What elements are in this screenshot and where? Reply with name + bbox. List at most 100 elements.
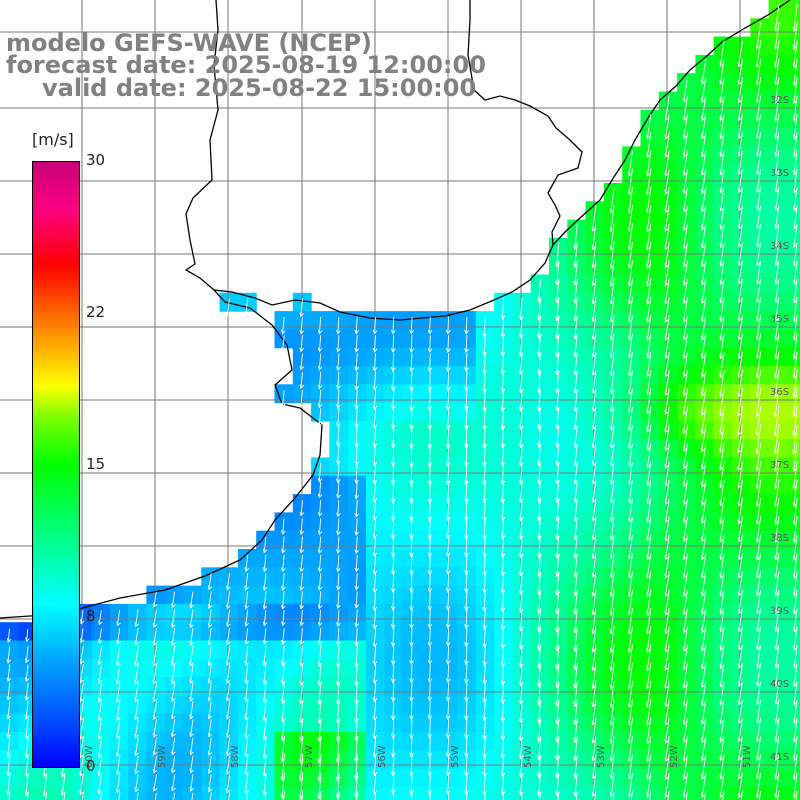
wind-arrow <box>390 462 396 486</box>
wind-arrow <box>777 790 780 800</box>
wind-arrow <box>482 718 487 740</box>
wind-arrow <box>482 572 487 594</box>
wind-arrow <box>262 682 268 703</box>
wind-arrow <box>664 95 670 122</box>
wind-arrow <box>154 792 157 800</box>
wind-arrow <box>719 369 725 398</box>
wind-arrow <box>116 700 121 721</box>
wind-arrow <box>6 682 12 701</box>
wind-arrow <box>701 187 707 213</box>
wind-arrow <box>774 571 780 597</box>
wind-speed-cell <box>786 219 800 239</box>
wind-arrow <box>464 572 469 594</box>
wind-arrow <box>24 718 30 739</box>
wind-arrow <box>792 278 798 304</box>
wind-arrow <box>372 737 378 758</box>
wind-arrow <box>97 737 103 758</box>
wind-arrow <box>664 681 670 708</box>
wind-arrow <box>646 425 652 451</box>
wind-arrow <box>755 424 762 454</box>
wind-arrow <box>682 370 688 397</box>
wind-arrow <box>336 591 341 610</box>
wind-arrow <box>792 571 798 597</box>
wind-arrow <box>610 516 615 541</box>
wind-arrow <box>116 664 121 685</box>
wind-arrow <box>792 113 798 140</box>
wind-arrow <box>427 389 433 411</box>
wind-arrow <box>281 572 286 592</box>
wind-arrow <box>594 791 597 800</box>
wind-arrow <box>464 389 469 411</box>
wind-arrow <box>774 387 780 418</box>
wind-arrow <box>482 645 488 667</box>
wind-arrow <box>628 480 633 504</box>
latitude-label: 33S <box>770 168 789 179</box>
wind-arrow <box>226 682 231 702</box>
wind-arrow <box>737 754 743 780</box>
wind-arrow <box>719 260 725 285</box>
wind-arrow <box>719 77 725 104</box>
wind-arrow <box>793 663 798 688</box>
wind-speed-cell <box>750 786 770 800</box>
wind-arrow <box>793 242 798 267</box>
wind-arrow <box>97 718 103 740</box>
wind-arrow <box>682 772 688 799</box>
wind-arrow <box>737 442 743 472</box>
wind-arrow <box>646 681 652 708</box>
wind-arrow <box>134 700 139 721</box>
wind-speed-cell <box>786 183 800 202</box>
wind-arrow <box>792 297 798 323</box>
wind-arrow <box>482 553 487 576</box>
wind-arrow <box>372 444 378 467</box>
axis-labels: 32S 33S 34S 35S 36S 37S 38S 39S 40S 41S 60W 59W 58W 5… <box>84 95 789 768</box>
wind-arrow <box>374 791 376 800</box>
wind-arrow <box>609 736 615 762</box>
wind-arrow <box>409 498 414 522</box>
wind-arrow <box>299 609 305 627</box>
wind-arrow <box>207 682 213 702</box>
wind-arrow <box>447 791 450 800</box>
wind-arrow <box>628 388 633 414</box>
wind-arrow <box>464 718 469 740</box>
model-title: modelo GEFS-WAVE (NCEP) <box>6 29 372 57</box>
wind-arrow <box>609 260 615 287</box>
wind-arrow <box>610 425 615 449</box>
wind-arrow <box>646 644 652 672</box>
wind-arrow <box>737 590 743 615</box>
wind-arrow <box>354 335 360 353</box>
wind-arrow <box>427 737 433 758</box>
wind-arrow <box>409 425 414 449</box>
wind-arrow <box>226 719 231 739</box>
wind-arrow <box>445 572 451 593</box>
wind-arrow <box>719 736 725 762</box>
wind-arrow <box>737 405 744 436</box>
wind-arrow <box>116 718 121 740</box>
wind-arrow <box>610 443 615 467</box>
wind-arrow <box>774 405 780 437</box>
wind-arrow <box>409 335 414 354</box>
wind-arrow <box>134 609 139 628</box>
wind-arrow <box>774 369 780 398</box>
wind-arrow <box>792 553 798 579</box>
wind-arrow <box>774 242 780 267</box>
wind-arrow <box>409 407 414 430</box>
wind-arrow <box>664 315 670 341</box>
wind-arrow <box>97 700 103 722</box>
wind-arrow <box>464 645 469 666</box>
wind-arrow <box>335 444 341 466</box>
wind-arrow <box>628 535 633 560</box>
wind-arrow <box>664 480 670 505</box>
wind-arrow <box>244 298 249 318</box>
wind-arrow <box>628 150 633 177</box>
wind-arrow <box>189 664 194 685</box>
wind-arrow <box>774 754 780 780</box>
wind-arrow <box>372 718 378 740</box>
wind-arrow <box>628 736 633 762</box>
wind-arrow <box>792 405 798 437</box>
wind-arrow <box>682 95 688 122</box>
wind-arrow <box>6 737 11 758</box>
wind-arrow <box>649 791 652 800</box>
wind-speed-cell <box>786 786 800 800</box>
wind-arrow <box>153 774 158 792</box>
wind-arrow <box>792 772 798 799</box>
